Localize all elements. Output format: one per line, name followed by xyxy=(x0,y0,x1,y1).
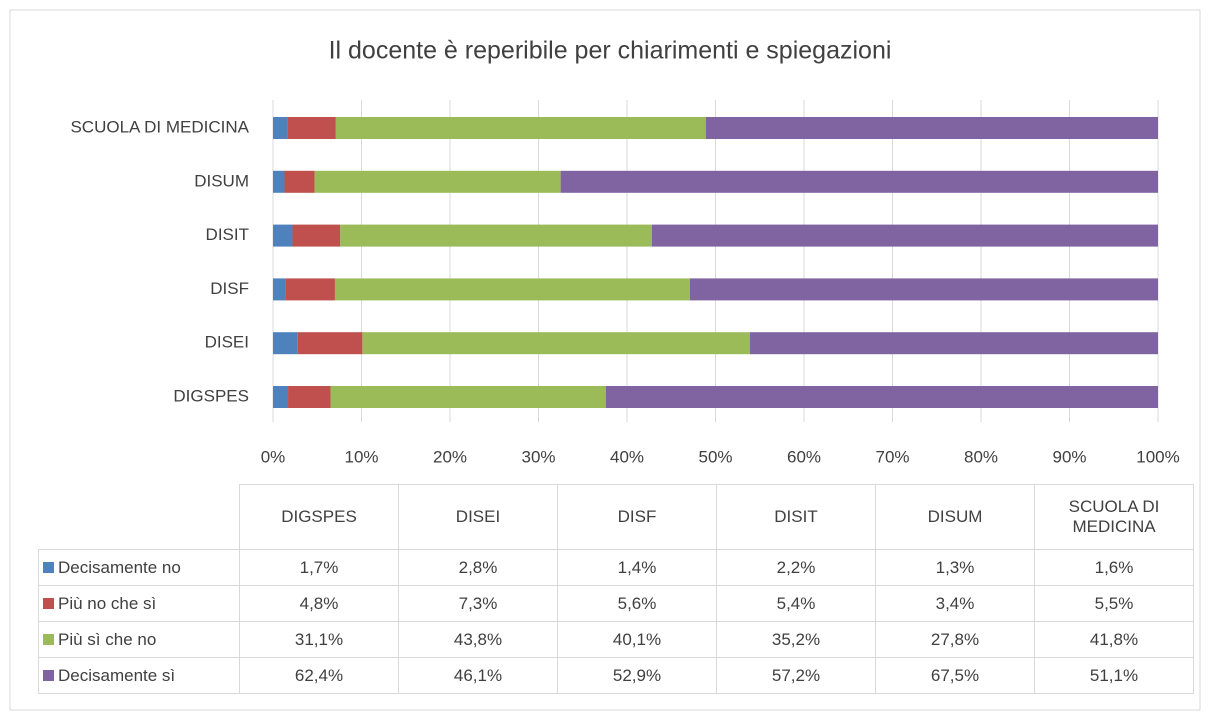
legend-label: Più sì che no xyxy=(58,629,157,649)
bar-segment xyxy=(273,332,298,355)
table-row: Decisamente sì 62,4% 46,1% 52,9% 57,2% 67,5% 5… xyxy=(38,657,1194,694)
table-header: DISEI xyxy=(398,484,558,550)
table-cell: 52,9% xyxy=(557,657,717,694)
x-tick-label: 90% xyxy=(1052,447,1086,466)
table-cell: 31,1% xyxy=(239,621,399,658)
bar-segment xyxy=(689,278,1158,301)
table-row: Più sì che no 31,1% 43,8% 40,1% 35,2% 27,8% 41… xyxy=(38,621,1194,658)
bar-segment xyxy=(560,170,1158,193)
bar-segment xyxy=(651,224,1158,247)
table-cell: 1,7% xyxy=(239,549,399,586)
y-tick-label: DIGSPES xyxy=(173,386,249,405)
table-header-row: DIGSPES DISEI DISF DISIT DISUM SCUOLA DI MEDI… xyxy=(38,484,1194,550)
x-tick-label: 80% xyxy=(964,447,998,466)
table-cell: 67,5% xyxy=(875,657,1035,694)
legend-swatch xyxy=(43,669,54,681)
table-header: DIGSPES xyxy=(239,484,399,550)
legend-swatch xyxy=(43,561,54,573)
table-cell: 27,8% xyxy=(875,621,1035,658)
x-tick-label: 10% xyxy=(344,447,378,466)
y-tick-label: DISIT xyxy=(206,225,249,244)
bar-segment xyxy=(288,386,331,408)
x-tick-label: 20% xyxy=(433,447,467,466)
bar-segment xyxy=(297,332,363,355)
x-tick-label: 50% xyxy=(698,447,732,466)
y-tick-label: DISUM xyxy=(194,171,249,190)
table-row: Più no che sì 4,8% 7,3% 5,6% 5,4% 3,4% 5,5% xyxy=(38,585,1194,622)
table-cell: 62,4% xyxy=(239,657,399,694)
table-header: DISF xyxy=(557,484,717,550)
table-cell: 40,1% xyxy=(557,621,717,658)
bar-segment xyxy=(285,278,335,301)
table-row: Decisamente no 1,7% 2,8% 1,4% 2,2% 1,3% 1,6% xyxy=(38,549,1194,586)
legend-entry: Decisamente no xyxy=(38,549,240,586)
table-cell: 1,3% xyxy=(875,549,1035,586)
y-tick-label: SCUOLA DI MEDICINA xyxy=(70,117,249,136)
legend-entry: Più sì che no xyxy=(38,621,240,658)
table-cell: 41,8% xyxy=(1034,621,1194,658)
table-corner xyxy=(38,484,240,550)
bar-segment xyxy=(314,170,561,193)
x-tick-label: 70% xyxy=(875,447,909,466)
y-tick-label: DISF xyxy=(210,279,249,298)
table-cell: 1,6% xyxy=(1034,549,1194,586)
table-cell: 57,2% xyxy=(716,657,876,694)
legend-entry: Decisamente sì xyxy=(38,657,240,694)
bar-segment xyxy=(340,224,652,247)
bar-segment xyxy=(705,117,1158,139)
table-cell: 43,8% xyxy=(398,621,558,658)
table-header: SCUOLA DI MEDICINA xyxy=(1034,484,1194,550)
legend-label: Decisamente sì xyxy=(58,665,176,685)
table-cell: 4,8% xyxy=(239,585,399,622)
x-tick-label: 100% xyxy=(1136,447,1179,466)
table-cell: 3,4% xyxy=(875,585,1035,622)
bar-segment xyxy=(334,278,690,301)
x-tick-label: 60% xyxy=(787,447,821,466)
bar-segment xyxy=(750,332,1158,355)
legend-swatch xyxy=(43,597,54,609)
bar-segment xyxy=(284,170,315,193)
x-tick-label: 30% xyxy=(521,447,555,466)
legend-label: Decisamente no xyxy=(58,557,181,577)
bar-segment xyxy=(273,117,288,139)
bar-segment xyxy=(273,224,293,247)
table-cell: 2,8% xyxy=(398,549,558,586)
table-cell: 5,6% xyxy=(557,585,717,622)
bar-segment xyxy=(330,386,606,408)
data-table: DIGSPES DISEI DISF DISIT DISUM SCUOLA DI MEDI… xyxy=(38,484,1194,694)
table-cell: 35,2% xyxy=(716,621,876,658)
table-cell: 5,4% xyxy=(716,585,876,622)
bar-segment xyxy=(273,386,289,408)
legend-swatch xyxy=(43,633,54,645)
table-cell: 5,5% xyxy=(1034,585,1194,622)
table-cell: 2,2% xyxy=(716,549,876,586)
bar-segment xyxy=(335,117,706,139)
table-cell: 46,1% xyxy=(398,657,558,694)
y-tick-label: DISEI xyxy=(205,333,249,352)
x-tick-label: 40% xyxy=(610,447,644,466)
chart-title: Il docente è reperibile per chiarimenti … xyxy=(329,37,892,65)
table-header: DISIT xyxy=(716,484,876,550)
table-cell: 7,3% xyxy=(398,585,558,622)
bar-segment xyxy=(287,117,336,139)
legend-entry: Più no che sì xyxy=(38,585,240,622)
bar-segment xyxy=(292,224,341,247)
table-cell: 51,1% xyxy=(1034,657,1194,694)
x-tick-label: 0% xyxy=(261,447,286,466)
bar-segment xyxy=(362,332,751,355)
bar-segment xyxy=(605,386,1158,408)
legend-label: Più no che sì xyxy=(58,593,157,613)
bar-segment xyxy=(273,170,285,193)
bar-segment xyxy=(273,278,286,301)
table-cell: 1,4% xyxy=(557,549,717,586)
table-header: DISUM xyxy=(875,484,1035,550)
